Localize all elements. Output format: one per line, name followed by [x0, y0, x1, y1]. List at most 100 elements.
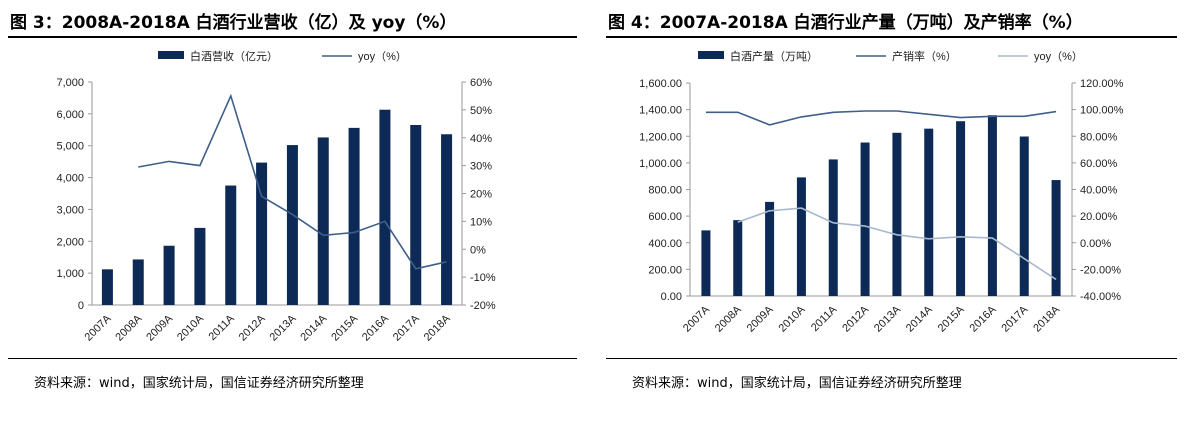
right-tick-label: -20% — [470, 300, 496, 312]
bar — [225, 185, 237, 305]
left-tick-label: 1,000 — [56, 268, 84, 280]
category-label: 2010A — [777, 303, 808, 334]
bar — [765, 201, 775, 296]
bar — [701, 230, 711, 296]
bar — [132, 259, 144, 305]
figure-4-bottom-rule — [606, 358, 1177, 359]
bar — [828, 159, 838, 296]
category-label: 2011A — [809, 303, 840, 334]
right-tick-label: 20% — [470, 189, 492, 201]
right-tick-label: 100.00% — [1080, 105, 1124, 117]
bar — [379, 109, 391, 305]
right-tick-label: 10% — [470, 216, 492, 228]
left-tick-label: 0.00 — [661, 291, 682, 303]
category-label: 2009A — [745, 303, 776, 334]
figure-3-top-rule — [8, 36, 577, 38]
left-tick-label: 6,000 — [56, 109, 84, 121]
bar — [1051, 180, 1061, 296]
bar — [101, 269, 113, 305]
bar — [924, 128, 934, 296]
series-line-1 — [705, 110, 1057, 126]
figure-3-panel: 图 3：2008A-2018A 白酒行业营收（亿）及 yoy（%） 0 1,000… — [0, 0, 585, 424]
figure-4-panel: 图 4：2007A-2018A 白酒行业产量（万吨）及产销率（%） 0.00 20… — [598, 0, 1185, 424]
left-tick-label: 1,200.00 — [639, 131, 682, 143]
bar — [892, 132, 902, 296]
right-tick-label: 80.00% — [1080, 131, 1118, 143]
bar — [410, 125, 422, 305]
bar — [163, 245, 175, 305]
left-tick-label: 800.00 — [648, 185, 682, 197]
bar — [348, 127, 360, 305]
figure-3-bottom-rule — [8, 358, 577, 359]
bar — [796, 177, 806, 296]
series-line-1 — [138, 93, 447, 270]
legend-label: 白酒营收（亿元） — [190, 49, 278, 63]
right-tick-label: 120.00% — [1080, 78, 1124, 90]
left-tick-label: 400.00 — [648, 238, 682, 250]
right-tick-label: -10% — [470, 272, 496, 284]
category-label: 2015A — [936, 303, 967, 334]
category-label: 2010A — [175, 312, 206, 343]
category-label: 2013A — [268, 312, 299, 343]
category-label: 2015A — [329, 312, 360, 343]
category-label: 2017A — [391, 312, 422, 343]
figure-4-chart: 0.00 200.00 400.00 600.00 800.00 1,000.00 1,20… — [639, 49, 1124, 335]
figure-3-source: 资料来源：wind，国家统计局，国信证券经济研究所整理 — [34, 376, 364, 391]
category-label: 2008A — [713, 303, 744, 334]
right-tick-label: 60% — [470, 77, 492, 89]
left-tick-label: 600.00 — [648, 211, 682, 223]
legend-swatch — [158, 51, 184, 59]
bar — [1019, 136, 1029, 296]
right-tick-label: 0% — [470, 244, 486, 256]
left-tick-label: 200.00 — [648, 264, 682, 276]
bar — [317, 137, 329, 305]
right-tick-label: 20.00% — [1080, 211, 1118, 223]
bar — [733, 220, 743, 296]
bar — [194, 227, 206, 305]
category-label: 2012A — [840, 303, 871, 334]
category-label: 2018A — [422, 312, 453, 343]
figure-4-title: 图 4：2007A-2018A 白酒行业产量（万吨）及产销率（%） — [608, 13, 1083, 33]
right-tick-label: 40.00% — [1080, 185, 1118, 197]
bar — [860, 142, 870, 296]
figure-4-source: 资料来源：wind，国家统计局，国信证券经济研究所整理 — [632, 376, 962, 391]
category-label: 2007A — [681, 303, 712, 334]
bar — [286, 145, 298, 305]
category-label: 2018A — [1031, 303, 1062, 334]
bar — [256, 162, 268, 305]
category-label: 2017A — [999, 303, 1030, 334]
right-tick-label: 40% — [470, 133, 492, 145]
right-tick-label: 60.00% — [1080, 158, 1118, 170]
bar — [441, 134, 453, 305]
right-tick-label: 30% — [470, 161, 492, 173]
legend-label: 产销率（%） — [892, 49, 957, 63]
category-label: 2007A — [83, 312, 114, 343]
figure-3-title: 图 3：2008A-2018A 白酒行业营收（亿）及 yoy（%） — [10, 13, 457, 33]
left-tick-label: 0 — [78, 300, 84, 312]
left-tick-label: 3,000 — [56, 204, 84, 216]
category-label: 2011A — [206, 312, 237, 343]
legend-label: yoy（%） — [1034, 50, 1083, 63]
right-tick-label: -20.00% — [1080, 264, 1121, 276]
legend-swatch — [698, 51, 724, 59]
left-tick-label: 1,400.00 — [639, 105, 682, 117]
right-tick-label: -40.00% — [1080, 291, 1121, 303]
category-label: 2016A — [968, 303, 999, 334]
series-line-2 — [737, 207, 1057, 281]
left-tick-label: 5,000 — [56, 141, 84, 153]
left-tick-label: 4,000 — [56, 173, 84, 185]
left-tick-label: 7,000 — [56, 77, 84, 89]
figure-3-chart: 0 1,000 2,000 3,000 4,000 5,000 6,000 7,000 -20%… — [56, 49, 496, 344]
bar — [987, 115, 997, 296]
left-tick-label: 1,600.00 — [639, 78, 682, 90]
category-label: 2014A — [298, 312, 329, 343]
bar — [956, 121, 966, 296]
legend-label: yoy（%） — [358, 50, 407, 63]
category-label: 2014A — [904, 303, 935, 334]
legend-label: 白酒产量（万吨） — [730, 49, 818, 63]
category-label: 2008A — [113, 312, 144, 343]
category-label: 2009A — [144, 312, 175, 343]
category-label: 2016A — [360, 312, 391, 343]
left-tick-label: 1,000.00 — [639, 158, 682, 170]
category-label: 2012A — [237, 312, 268, 343]
